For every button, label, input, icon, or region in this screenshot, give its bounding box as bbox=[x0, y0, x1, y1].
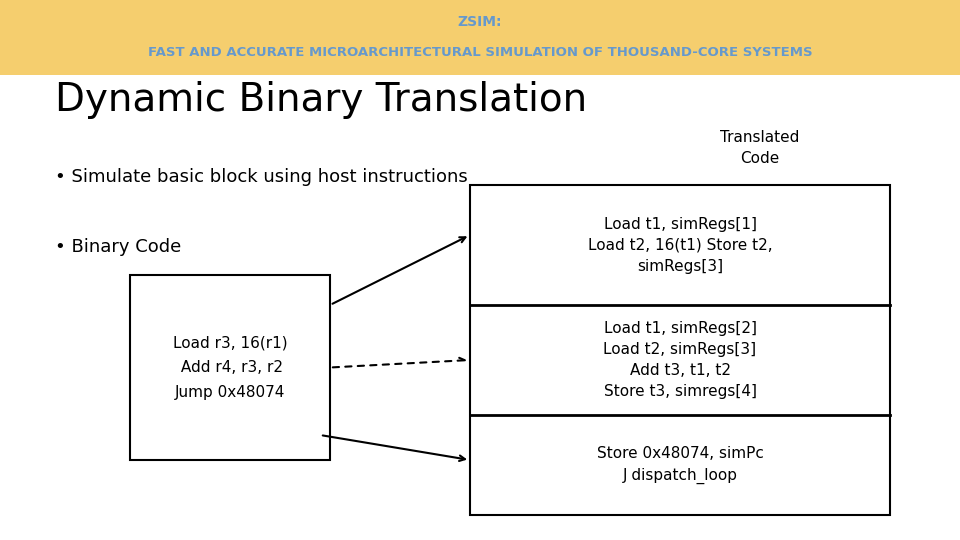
Text: Load t1, simRegs[1]
Load t2, 16(t1) Store t2,
simRegs[3]: Load t1, simRegs[1] Load t2, 16(t1) Stor… bbox=[588, 217, 772, 273]
Text: ZSIM:: ZSIM: bbox=[458, 15, 502, 29]
Bar bbox=[130, 275, 330, 460]
Bar bbox=[0, 0, 960, 75]
Text: • Binary Code: • Binary Code bbox=[55, 238, 181, 256]
Text: FAST AND ACCURATE MICROARCHITECTURAL SIMULATION OF THOUSAND-CORE SYSTEMS: FAST AND ACCURATE MICROARCHITECTURAL SIM… bbox=[148, 45, 812, 58]
Text: Load r3, 16(r1)
 Add r4, r3, r2
Jump 0x48074: Load r3, 16(r1) Add r4, r3, r2 Jump 0x48… bbox=[173, 335, 287, 400]
Text: Translated
Code: Translated Code bbox=[720, 130, 800, 166]
Text: Load t1, simRegs[2]
Load t2, simRegs[3]
Add t3, t1, t2
Store t3, simregs[4]: Load t1, simRegs[2] Load t2, simRegs[3] … bbox=[604, 321, 756, 399]
Text: Dynamic Binary Translation: Dynamic Binary Translation bbox=[55, 81, 588, 119]
Bar bbox=[470, 185, 890, 515]
Text: • Simulate basic block using host instructions: • Simulate basic block using host instru… bbox=[55, 168, 468, 186]
Text: Store 0x48074, simPc
J dispatch_loop: Store 0x48074, simPc J dispatch_loop bbox=[596, 447, 763, 484]
